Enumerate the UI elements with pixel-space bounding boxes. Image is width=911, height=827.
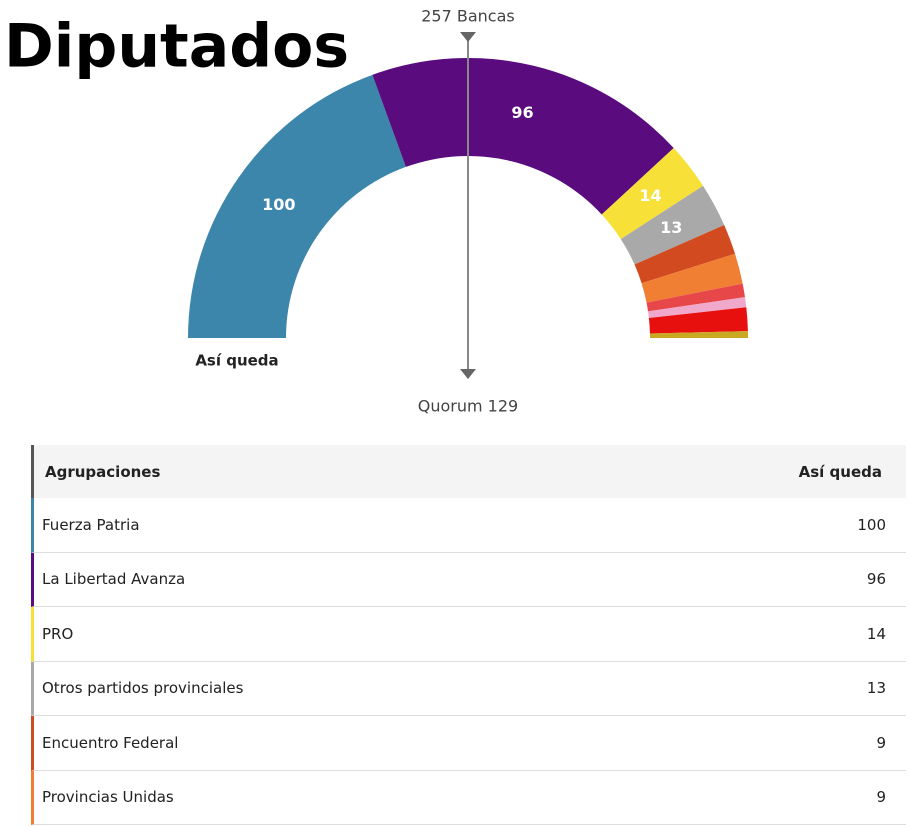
seat-segment [648,297,747,319]
seat-segment [646,283,745,312]
party-name: Provincias Unidas [42,788,174,807]
seat-segment [601,148,704,240]
header-cell: Así queda [798,462,882,481]
seat-segment [188,74,406,338]
party-name: Otros partidos provinciales [42,679,244,698]
table-row: Fuerza Patria 100 [31,498,906,553]
arcs [188,57,748,338]
total-label: 257 Bancas [421,7,514,26]
seat-segment [620,185,725,265]
seat-segment [641,253,743,303]
party-name: Encuentro Federal [42,733,179,752]
table-row: La Libertad Avanza 96 [31,552,906,607]
table-row: PRO 14 [31,607,906,662]
top-marker [460,32,476,42]
header-cell: Agrupaciones [45,462,161,481]
segment-label: 13 [660,218,682,237]
seat-segment [649,331,748,338]
seat-count: 96 [866,570,886,589]
chart-title: Diputados [4,12,349,82]
table-row: Otros partidos provinciales 13 [31,661,906,716]
bottom-marker [460,369,476,379]
table-row: Provincias Unidas 9 [31,770,906,825]
party-name: Fuerza Patria [42,515,140,534]
seat-segment [648,307,748,334]
seat-count: 9 [876,733,886,752]
seat-segment [372,57,674,215]
seat-count: 14 [866,624,886,643]
seat-count: 100 [857,515,886,534]
quorum-label: Quorum 129 [418,397,518,416]
segment-label: 14 [639,186,661,205]
labels: 100 96 14 13 [262,103,682,237]
seat-count: 13 [866,679,886,698]
table-row: Encuentro Federal 9 [31,716,906,771]
chart: Diputados 257 Bancas Quorum 129 Así qued… [4,7,748,416]
seat-count: 9 [876,788,886,807]
segment-label: 100 [262,195,295,214]
party-name: PRO [42,624,74,643]
center-label: Así queda [195,352,278,370]
seat-segment [634,224,736,284]
table: Agrupaciones Así queda Fuerza Patria 100 L… [31,445,906,825]
table-header: Agrupaciones Así queda [31,445,906,498]
segment-label: 96 [511,103,533,122]
party-name: La Libertad Avanza [42,570,186,589]
